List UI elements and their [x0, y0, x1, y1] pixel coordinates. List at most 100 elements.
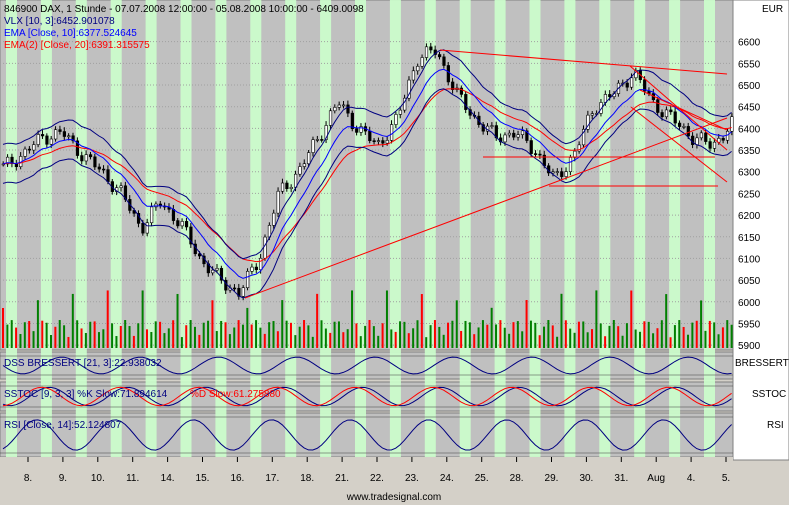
- candle-body: [608, 94, 612, 97]
- volume-bar: [346, 329, 349, 348]
- y-tick-label: 6600: [738, 38, 761, 49]
- x-tick-label: 29.: [545, 473, 559, 484]
- candle-body: [263, 236, 267, 259]
- volume-bar: [351, 290, 354, 348]
- volume-bar: [660, 320, 663, 348]
- volume-bar: [307, 325, 310, 348]
- x-tick-label: 22.: [370, 473, 384, 484]
- volume-bar: [678, 320, 681, 348]
- candle-body: [390, 124, 394, 141]
- volume-bar: [717, 334, 720, 348]
- session-band: [459, 0, 471, 457]
- volume-bar: [625, 323, 628, 348]
- candle-body: [311, 139, 315, 153]
- volume-bar: [41, 320, 44, 348]
- session-band: [6, 0, 17, 457]
- x-tick-label: 11.: [126, 473, 139, 484]
- volume-bar: [58, 320, 61, 348]
- x-tick-label: 17.: [265, 473, 279, 484]
- candle-body: [289, 186, 293, 189]
- candle-body: [302, 163, 306, 167]
- y-tick-label: 6300: [738, 168, 761, 179]
- volume-bar: [416, 320, 419, 348]
- x-tick-label: 15.: [196, 473, 210, 484]
- candle-body: [490, 125, 494, 127]
- candle-body: [75, 140, 80, 156]
- volume-bar: [503, 327, 506, 348]
- candle-body: [246, 271, 250, 289]
- candle-body: [40, 134, 45, 137]
- x-tick-label: 5.: [722, 473, 730, 484]
- y-tick-label: 6450: [738, 103, 761, 114]
- volume-bar: [211, 300, 214, 348]
- volume-bar: [617, 326, 620, 348]
- volume-bar: [220, 320, 223, 348]
- sstoc-d-label: %D Slow:61.275880: [190, 389, 281, 400]
- volume-bar: [189, 320, 192, 348]
- volume-bar: [89, 321, 92, 348]
- volume-bar: [451, 320, 454, 348]
- volume-bar: [403, 321, 406, 348]
- volume-bar: [508, 333, 511, 348]
- x-tick-label: 30.: [579, 473, 593, 484]
- volume-bar: [529, 320, 532, 348]
- candle-body: [189, 226, 193, 245]
- candle-body: [171, 209, 176, 221]
- candle-body: [708, 141, 712, 149]
- volume-bar: [368, 320, 371, 348]
- candle-body: [669, 109, 673, 113]
- candle-body: [320, 139, 324, 141]
- volume-bar: [32, 331, 35, 348]
- x-tick-label: 18.: [300, 473, 314, 484]
- vlx-lower-line: [2, 88, 732, 299]
- volume-bar: [259, 327, 262, 348]
- price-pane-bg: [0, 0, 734, 351]
- x-axis-bg: [0, 457, 733, 487]
- candle-body: [328, 110, 333, 126]
- candle-body: [54, 129, 58, 140]
- session-band: [110, 0, 122, 457]
- candle-body: [529, 140, 533, 154]
- volume-bar: [455, 300, 458, 348]
- y-tick-label: 5950: [738, 319, 761, 330]
- volume-bar: [285, 320, 288, 348]
- ema10-label: EMA [Close, 10]:6377.524645: [4, 28, 137, 39]
- volume-bar: [464, 320, 467, 348]
- x-tick-label: 16.: [230, 473, 244, 484]
- volume-bar: [124, 320, 127, 348]
- session-band: [75, 0, 87, 457]
- volume-bar: [516, 321, 519, 348]
- candle-body: [385, 140, 389, 144]
- volume-bar: [167, 328, 170, 348]
- y-tick-label: 5900: [738, 341, 761, 352]
- trendline: [630, 106, 728, 183]
- candle-body: [333, 107, 337, 112]
- volume-bar: [67, 336, 70, 348]
- volume-bar: [656, 328, 659, 348]
- volume-bar: [207, 320, 210, 348]
- volume-bar: [721, 327, 724, 348]
- volume-bar: [255, 320, 258, 348]
- candle-body: [664, 109, 669, 118]
- y-tick-label: 6100: [738, 254, 761, 265]
- volume-bar: [490, 307, 493, 348]
- y-tick-label: 6500: [738, 81, 761, 92]
- candle-body: [58, 129, 62, 132]
- candle-body: [97, 166, 101, 170]
- volume-bar: [447, 322, 450, 348]
- candle-body: [464, 94, 468, 110]
- volume-bar: [233, 327, 236, 348]
- volume-bar: [534, 322, 537, 348]
- volume-bar: [399, 321, 402, 348]
- candle-body: [424, 46, 429, 58]
- volume-bar: [102, 329, 105, 348]
- candle-body: [695, 137, 699, 145]
- volume-bar: [28, 321, 31, 348]
- volume-bar: [250, 324, 253, 348]
- session-band: [145, 0, 157, 457]
- candle-body: [102, 168, 106, 171]
- candle-body: [398, 109, 402, 115]
- volume-bar: [23, 322, 26, 348]
- volume-bar: [407, 333, 410, 348]
- candle-body: [232, 287, 237, 290]
